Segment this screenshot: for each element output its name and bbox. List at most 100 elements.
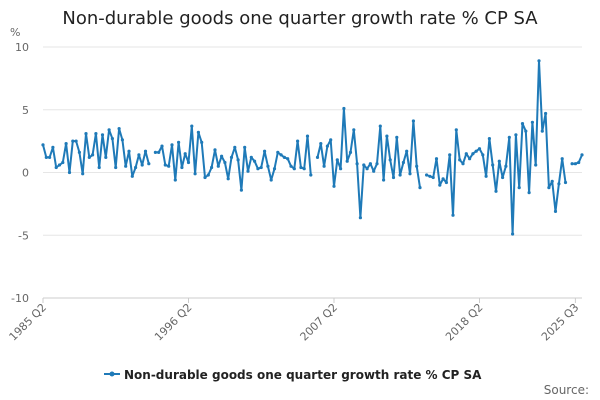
data-point[interactable] — [147, 162, 151, 166]
data-point[interactable] — [385, 134, 389, 138]
data-point[interactable] — [77, 150, 81, 154]
data-point[interactable] — [398, 173, 402, 177]
data-point[interactable] — [441, 177, 445, 181]
data-point[interactable] — [355, 162, 359, 166]
data-point[interactable] — [180, 165, 184, 170]
data-point[interactable] — [153, 150, 157, 154]
data-point[interactable] — [173, 178, 177, 182]
data-point[interactable] — [411, 119, 415, 123]
data-point[interactable] — [279, 153, 283, 157]
data-point[interactable] — [130, 174, 134, 178]
data-point[interactable] — [220, 154, 224, 158]
data-point[interactable] — [71, 139, 75, 143]
data-point[interactable] — [272, 167, 277, 171]
data-point[interactable] — [368, 162, 372, 166]
data-point[interactable] — [345, 159, 349, 163]
data-point[interactable] — [163, 163, 167, 167]
data-point[interactable] — [388, 158, 392, 162]
data-point[interactable] — [524, 129, 528, 133]
data-point[interactable] — [415, 164, 419, 168]
data-point[interactable] — [464, 152, 468, 156]
data-point[interactable] — [305, 134, 310, 138]
data-point[interactable] — [229, 155, 234, 159]
data-point[interactable] — [259, 165, 263, 170]
data-point[interactable] — [434, 157, 439, 161]
data-point[interactable] — [342, 106, 346, 111]
data-point[interactable] — [362, 163, 366, 167]
data-point[interactable] — [170, 143, 174, 147]
data-point[interactable] — [236, 158, 240, 162]
data-point[interactable] — [418, 186, 422, 190]
data-point[interactable] — [405, 149, 409, 153]
data-point[interactable] — [372, 169, 376, 173]
data-point[interactable] — [196, 130, 200, 134]
data-point[interactable] — [233, 145, 237, 149]
data-point[interactable] — [501, 175, 505, 180]
data-point[interactable] — [94, 132, 98, 136]
data-point[interactable] — [448, 153, 452, 157]
data-point[interactable] — [107, 128, 111, 132]
data-point[interactable] — [97, 165, 101, 170]
data-point[interactable] — [203, 175, 207, 180]
data-point[interactable] — [177, 140, 181, 144]
data-point[interactable] — [391, 175, 396, 180]
data-point[interactable] — [210, 165, 214, 170]
data-point[interactable] — [44, 155, 48, 159]
data-point[interactable] — [544, 111, 548, 116]
data-point[interactable] — [269, 178, 273, 182]
data-point[interactable] — [491, 163, 495, 167]
data-point[interactable] — [200, 140, 204, 144]
data-point[interactable] — [302, 167, 306, 171]
data-point[interactable] — [282, 155, 286, 159]
data-point[interactable] — [497, 159, 501, 163]
data-point[interactable] — [438, 183, 442, 187]
data-point[interactable] — [332, 184, 336, 188]
data-point[interactable] — [292, 167, 296, 171]
data-point[interactable] — [114, 165, 118, 170]
data-point[interactable] — [117, 127, 121, 131]
data-point[interactable] — [573, 162, 578, 166]
data-point[interactable] — [100, 133, 105, 137]
data-point[interactable] — [286, 157, 290, 161]
data-point[interactable] — [494, 189, 498, 193]
data-point[interactable] — [54, 165, 58, 170]
data-point[interactable] — [104, 155, 108, 159]
data-point[interactable] — [471, 152, 475, 156]
data-point[interactable] — [74, 139, 78, 143]
data-point[interactable] — [474, 149, 478, 153]
data-point[interactable] — [451, 213, 455, 217]
data-point[interactable] — [239, 188, 243, 192]
data-point[interactable] — [134, 165, 138, 170]
data-point[interactable] — [454, 128, 458, 132]
data-point[interactable] — [444, 180, 448, 185]
data-point[interactable] — [580, 153, 584, 157]
legend[interactable]: Non-durable goods one quarter growth rat… — [104, 368, 482, 382]
data-point[interactable] — [527, 191, 531, 195]
data-point[interactable] — [428, 174, 432, 178]
data-point[interactable] — [477, 147, 482, 151]
data-point[interactable] — [81, 172, 85, 176]
data-point[interactable] — [110, 137, 114, 141]
data-point[interactable] — [266, 164, 270, 168]
data-point[interactable] — [395, 135, 399, 139]
data-point[interactable] — [550, 179, 554, 183]
data-point[interactable] — [213, 148, 217, 152]
data-point[interactable] — [253, 159, 257, 163]
data-point[interactable] — [484, 174, 488, 178]
data-point[interactable] — [530, 120, 535, 124]
data-point[interactable] — [487, 137, 491, 141]
data-point[interactable] — [276, 150, 280, 154]
data-point[interactable] — [193, 172, 197, 176]
data-point[interactable] — [296, 139, 300, 143]
data-point[interactable] — [186, 160, 191, 165]
data-point[interactable] — [124, 164, 128, 168]
data-point[interactable] — [190, 124, 194, 128]
data-point[interactable] — [520, 122, 525, 126]
data-point[interactable] — [315, 155, 320, 159]
data-point[interactable] — [249, 155, 253, 159]
data-point[interactable] — [64, 142, 68, 146]
data-point[interactable] — [223, 160, 227, 165]
data-point[interactable] — [183, 152, 187, 156]
data-point[interactable] — [160, 144, 164, 148]
data-point[interactable] — [534, 163, 538, 167]
